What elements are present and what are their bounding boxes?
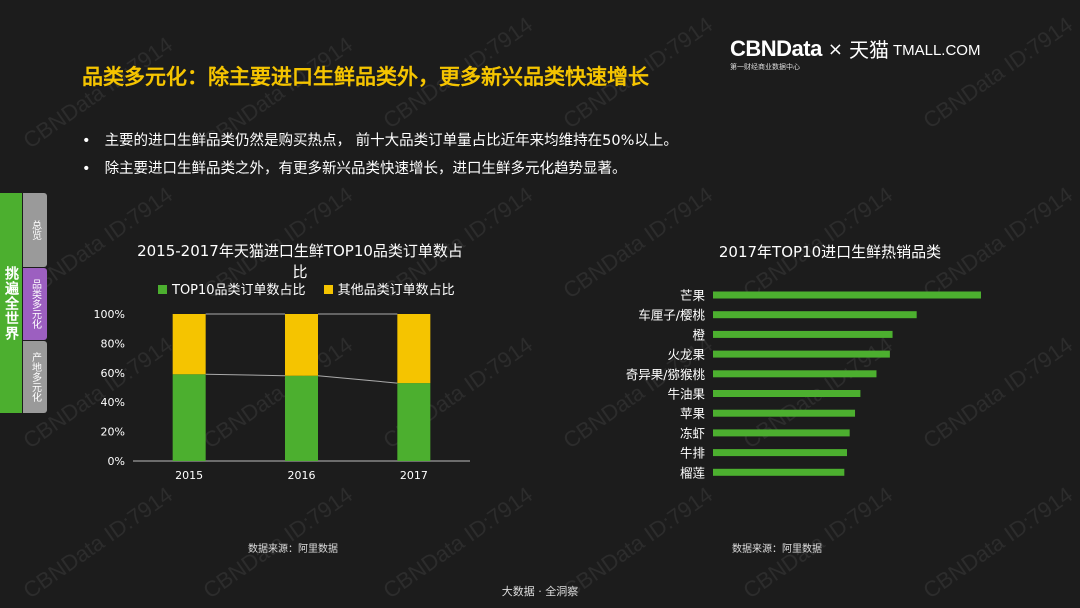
hbar xyxy=(713,429,850,437)
chart-1-title: 2015-2017年天猫进口生鲜TOP10品类订单数占比 xyxy=(137,242,463,281)
hbar xyxy=(713,409,856,417)
hbar xyxy=(713,291,981,299)
bar-segment-top10 xyxy=(285,375,318,461)
y-tick-label: 60% xyxy=(101,367,125,380)
series-connector-top10 xyxy=(317,375,398,384)
y-tick-label: 100% xyxy=(94,308,125,321)
y-tick-label: 0% xyxy=(108,455,125,468)
hbar xyxy=(713,449,847,457)
cbndata-subtitle: 第一财经商业数据中心 xyxy=(730,63,800,71)
hbar xyxy=(713,330,893,338)
category-label: 火龙果 xyxy=(667,347,705,362)
category-label: 车厘子/樱桃 xyxy=(638,308,705,323)
hbar xyxy=(713,370,877,378)
times-sign: × xyxy=(827,39,843,60)
bullet-list: 主要的进口生鲜品类仍然是购买热点， 前十大品类订单量占比近年来均维持在50%以上… xyxy=(82,127,678,183)
chart-2-title: 2017年TOP10进口生鲜热销品类 xyxy=(718,243,942,261)
bar-segment-other xyxy=(397,314,431,384)
bullet-item: 主要的进口生鲜品类仍然是购买热点， 前十大品类订单量占比近年来均维持在50%以上… xyxy=(82,127,678,155)
category-label: 奇异果/猕猴桃 xyxy=(626,367,706,382)
category-label: 冻虾 xyxy=(680,426,705,441)
nav-item-overview[interactable]: 总览 xyxy=(23,193,47,267)
page-title: 品类多元化：除主要进口生鲜品类外，更多新兴品类快速增长 xyxy=(82,65,649,89)
legend-swatch-green xyxy=(158,285,167,294)
chart-1-legend: TOP10品类订单数占比 其他品类订单数占比 xyxy=(158,279,455,298)
side-navigation: 挑遍全世界 总览 品类多元化 产地多元化 xyxy=(0,193,48,413)
nav-item-origin[interactable]: 产地多元化 xyxy=(23,341,47,413)
bar-segment-other xyxy=(172,314,206,375)
series-connector-top10 xyxy=(205,373,286,377)
cbndata-logo: CBNData xyxy=(730,36,822,61)
x-tick-label: 2015 xyxy=(175,469,203,482)
y-tick-label: 80% xyxy=(101,337,125,350)
legend-item-top10: TOP10品类订单数占比 xyxy=(158,279,306,298)
x-tick-label: 2016 xyxy=(288,469,316,482)
bullet-item: 除主要进口生鲜品类之外，有更多新兴品类快速增长，进口生鲜多元化趋势显著。 xyxy=(82,155,678,183)
category-label: 牛排 xyxy=(680,446,706,461)
category-label: 橙 xyxy=(692,327,705,342)
bar-segment-top10 xyxy=(172,374,206,461)
nav-section-main[interactable]: 挑遍全世界 xyxy=(0,193,22,413)
legend-item-other: 其他品类订单数占比 xyxy=(323,279,455,298)
hbar xyxy=(713,390,861,397)
category-label: 芒果 xyxy=(680,288,706,303)
y-tick-label: 20% xyxy=(101,426,125,439)
chart-2-source: 数据来源：阿里数据 xyxy=(732,544,822,555)
bar-segment-top10 xyxy=(397,383,431,461)
category-label: 榴莲 xyxy=(680,465,706,480)
legend-swatch-yellow xyxy=(323,285,333,294)
hbar xyxy=(713,468,845,476)
nav-item-category[interactable]: 品类多元化 xyxy=(23,268,47,340)
chart-1-source: 数据来源：阿里数据 xyxy=(248,544,338,555)
tmall-cn-logo: 天猫 xyxy=(848,38,889,62)
category-label: 牛油果 xyxy=(667,387,705,402)
category-label: 苹果 xyxy=(680,406,706,421)
y-tick-label: 40% xyxy=(101,396,125,409)
bar-segment-other xyxy=(285,314,318,376)
x-tick-label: 2017 xyxy=(400,469,428,482)
hbar xyxy=(713,350,890,358)
brand-logo: CBNData 第一财经商业数据中心 × 天猫 TMALL.COM xyxy=(730,38,980,72)
tmall-en-logo: TMALL.COM xyxy=(892,42,981,59)
page-footer: 大数据 · 全洞察 xyxy=(501,585,579,598)
hbar xyxy=(713,311,917,319)
